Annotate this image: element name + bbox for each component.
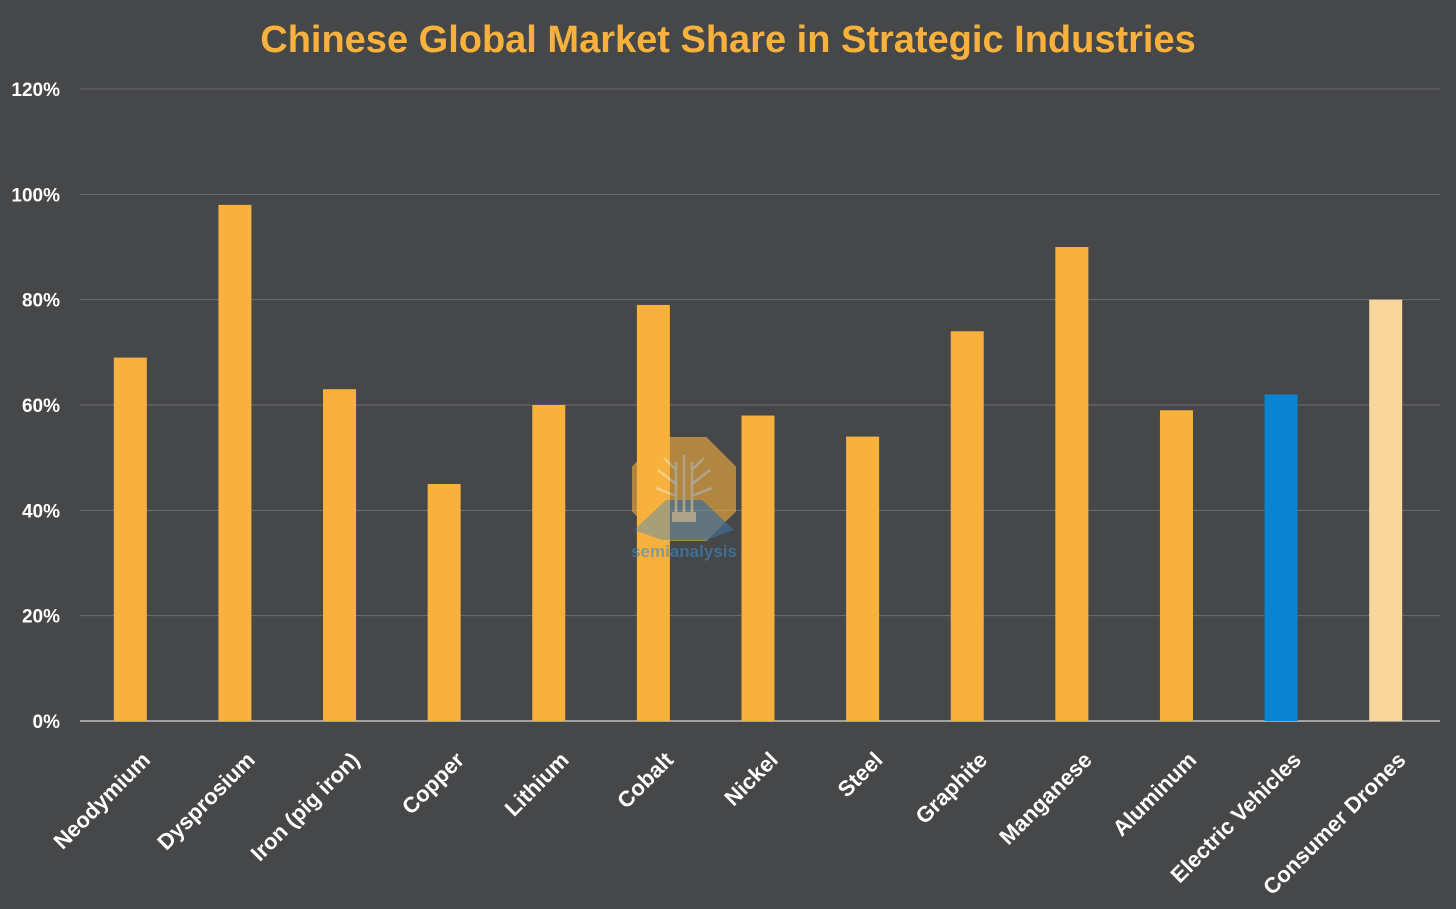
bar-manganese bbox=[1055, 247, 1089, 721]
x-category-label: Manganese bbox=[994, 747, 1096, 849]
y-tick-label: 20% bbox=[22, 607, 60, 628]
x-category-label: Copper bbox=[397, 747, 469, 819]
x-category-label: Dysprosium bbox=[152, 747, 260, 855]
y-tick-label: 40% bbox=[22, 501, 60, 522]
bar-dysprosium bbox=[218, 204, 252, 721]
watermark-text: semianalysis bbox=[631, 542, 737, 561]
bar-steel bbox=[846, 436, 880, 721]
grid-layer bbox=[80, 88, 1440, 722]
x-category-label: Lithium bbox=[500, 747, 574, 821]
x-category-label: Graphite bbox=[910, 747, 992, 829]
y-tick-label: 120% bbox=[11, 80, 60, 101]
bar-lithium bbox=[532, 405, 566, 721]
x-category-label: Cobalt bbox=[612, 747, 679, 814]
bar-nickel bbox=[741, 415, 775, 721]
bar-iron-pig-iron bbox=[323, 389, 357, 721]
x-category-label: Neodymium bbox=[48, 747, 155, 854]
bar-aluminum bbox=[1159, 410, 1193, 721]
x-category-label: Iron (pig iron) bbox=[246, 747, 365, 866]
x-category-label: Aluminum bbox=[1108, 747, 1202, 841]
bar-copper bbox=[427, 484, 461, 721]
y-tick-label: 100% bbox=[11, 185, 60, 206]
bar-graphite bbox=[950, 331, 984, 721]
x-category-label: Nickel bbox=[719, 747, 783, 811]
y-tick-label: 0% bbox=[33, 712, 61, 733]
bar-neodymium bbox=[113, 357, 147, 721]
bars bbox=[113, 204, 1403, 721]
y-tick-label: 80% bbox=[22, 291, 60, 312]
semianalysis-logo-icon: semianalysis bbox=[631, 437, 737, 561]
y-axis-ticks: 0% 20% 40% 60% 80% 100% 120% bbox=[11, 80, 60, 733]
bar-consumer-drones bbox=[1369, 299, 1403, 721]
y-tick-label: 60% bbox=[22, 396, 60, 417]
chart-title: Chinese Global Market Share in Strategic… bbox=[260, 19, 1196, 61]
bar-electric-vehicles bbox=[1264, 394, 1298, 721]
x-category-label: Steel bbox=[833, 747, 888, 802]
